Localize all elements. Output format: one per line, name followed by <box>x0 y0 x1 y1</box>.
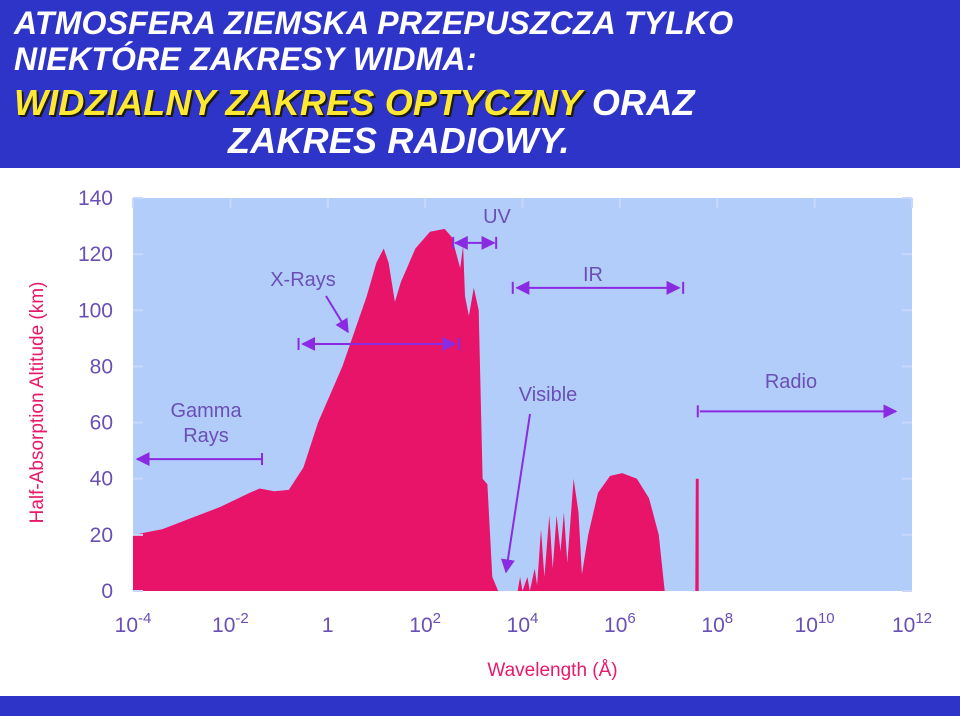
title-highlight-radio: ZAKRES RADIOWY. <box>228 120 570 161</box>
x-tick-exponent: -2 <box>235 610 248 627</box>
x-tick-base: 10 <box>795 614 818 637</box>
x-tick-label: 1 <box>322 614 334 637</box>
y-axis-label: Half-Absorption Altitude (km) <box>27 282 48 524</box>
x-tick-base: 10 <box>507 614 530 637</box>
x-tick-base: 10 <box>115 614 138 637</box>
xray-label: X-Rays <box>270 269 336 291</box>
title-line-2: NIEKTÓRE ZAKRESY WIDMA: <box>14 41 477 77</box>
x-tick-exponent: 2 <box>433 610 441 627</box>
y-tick-label: 60 <box>90 412 113 435</box>
x-tick-label: 104 <box>507 610 539 637</box>
title-banner: ATMOSFERA ZIEMSKA PRZEPUSZCZA TYLKO NIEK… <box>0 0 960 168</box>
x-tick-exponent: 10 <box>818 610 835 627</box>
title-line-3: WIDZIALNY ZAKRES OPTYCZNY ORAZ <box>14 82 695 124</box>
gamma-label-2: Rays <box>183 425 229 447</box>
ir-label: IR <box>583 264 603 286</box>
visible-label: Visible <box>519 384 578 406</box>
x-tick-base: 10 <box>212 614 235 637</box>
x-tick-base: 1 <box>322 614 334 637</box>
absorption-area <box>133 228 912 591</box>
x-tick-label: 10-2 <box>212 610 249 637</box>
uv-label: UV <box>483 206 511 228</box>
y-tick-label: 100 <box>78 299 113 322</box>
x-tick-exponent: 12 <box>915 610 932 627</box>
x-tick-exponent: -4 <box>138 610 151 627</box>
x-tick-label: 106 <box>604 610 636 637</box>
y-tick-label: 20 <box>90 524 113 547</box>
x-tick-label: 108 <box>701 610 733 637</box>
visible-pointer-arrow <box>500 413 531 574</box>
x-tick-exponent: 6 <box>627 610 635 627</box>
title-highlight-optical: WIDZIALNY ZAKRES OPTYCZNY <box>14 82 582 123</box>
y-tick-label: 80 <box>90 355 113 378</box>
x-tick-base: 10 <box>701 614 724 637</box>
x-tick-label: 10-4 <box>115 610 152 637</box>
footer-bar <box>0 696 960 716</box>
x-tick-base: 10 <box>604 614 627 637</box>
x-tick-label: 1010 <box>795 610 835 637</box>
x-tick-exponent: 4 <box>530 610 538 627</box>
x-axis-label: Wavelength (Å) <box>487 660 617 681</box>
gamma-label: Gamma <box>170 400 242 422</box>
y-tick-label: 40 <box>90 468 113 491</box>
title-line-1: ATMOSFERA ZIEMSKA PRZEPUSZCZA TYLKO <box>14 5 734 41</box>
radio-label: Radio <box>765 371 817 393</box>
x-tick-exponent: 8 <box>725 610 733 627</box>
title-line-3-rest: ORAZ <box>581 82 695 123</box>
x-tick-base: 10 <box>409 614 432 637</box>
y-tick-label: 140 <box>78 187 113 210</box>
x-tick-label: 102 <box>409 610 441 637</box>
x-tick-base: 10 <box>892 614 915 637</box>
xray-pointer-arrow <box>325 295 349 334</box>
x-tick-label: 1012 <box>892 610 932 637</box>
y-tick-label: 120 <box>78 243 113 266</box>
y-tick-label: 0 <box>101 580 113 603</box>
